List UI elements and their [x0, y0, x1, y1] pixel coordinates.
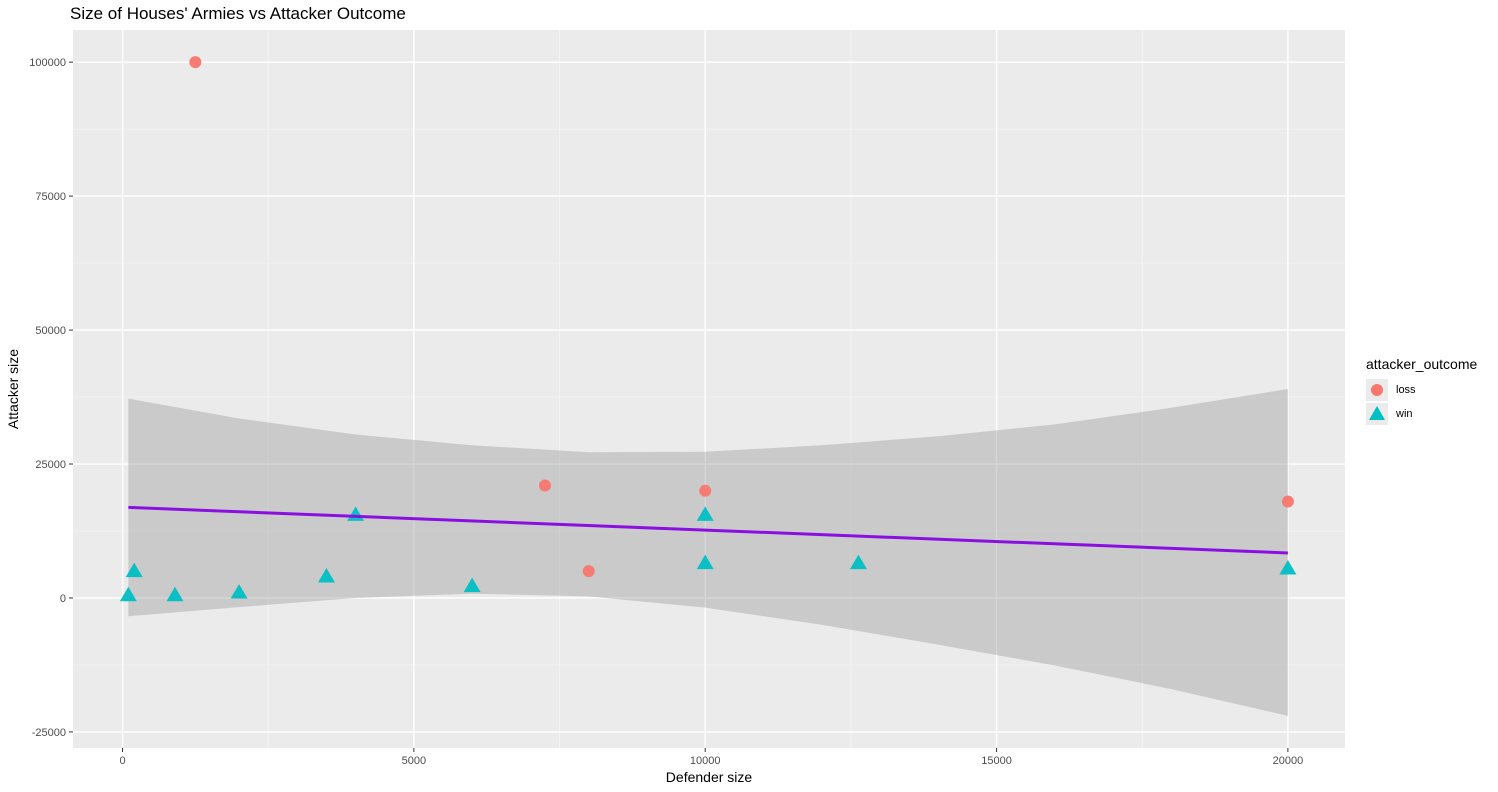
x-tick-label: 10000 [690, 755, 721, 767]
point-win [125, 562, 143, 578]
x-axis: 0 5000 10000 15000 20000 [119, 748, 1303, 767]
points-layer [119, 56, 1297, 602]
y-tick-label: 100000 [29, 57, 66, 69]
plot-panel [73, 30, 1345, 748]
point-win [1279, 560, 1297, 575]
trend-line [128, 505, 1288, 555]
x-tick-label: 15000 [981, 755, 1012, 767]
point-win [463, 577, 481, 593]
major-gridlines [73, 30, 1345, 748]
chart-title: Size of Houses' Armies vs Attacker Outco… [70, 4, 406, 23]
legend-item-loss: loss [1366, 378, 1477, 402]
x-tick-label: 0 [119, 755, 125, 767]
legend-key-loss [1366, 379, 1388, 401]
x-tick-label: 5000 [402, 755, 426, 767]
confidence-band [128, 389, 1288, 716]
point-loss [538, 479, 551, 492]
y-tick-label: -25000 [32, 727, 66, 739]
legend-label-win: win [1396, 408, 1413, 420]
point-win [230, 584, 248, 599]
point-loss [189, 56, 202, 69]
legend-key-win [1366, 403, 1388, 425]
y-axis: -25000 0 25000 50000 75000 100000 [29, 57, 73, 739]
x-tick-label: 20000 [1273, 755, 1304, 767]
point-loss [699, 484, 712, 497]
point-win [696, 554, 714, 570]
y-tick-label: 75000 [35, 191, 66, 203]
triangle-icon [1369, 406, 1385, 420]
point-win [696, 506, 714, 521]
legend-label-loss: loss [1396, 384, 1416, 396]
y-tick-label: 25000 [35, 459, 66, 471]
confidence-band-layer [128, 389, 1288, 716]
point-loss [1281, 495, 1294, 508]
trend-line-layer [128, 505, 1288, 555]
y-tick-label: 0 [60, 593, 66, 605]
y-tick-label: 50000 [35, 325, 66, 337]
legend-item-win: win [1366, 402, 1477, 426]
point-win [317, 568, 335, 583]
point-win [119, 586, 137, 602]
point-loss [582, 565, 595, 578]
legend-title: attacker_outcome [1366, 356, 1478, 372]
legend: attacker_outcome loss win [1366, 356, 1477, 426]
x-axis-title: Defender size [666, 769, 753, 785]
point-win [166, 586, 184, 602]
y-axis-title: Attacker size [5, 349, 21, 429]
point-win [849, 554, 867, 570]
circle-icon [1371, 384, 1383, 396]
